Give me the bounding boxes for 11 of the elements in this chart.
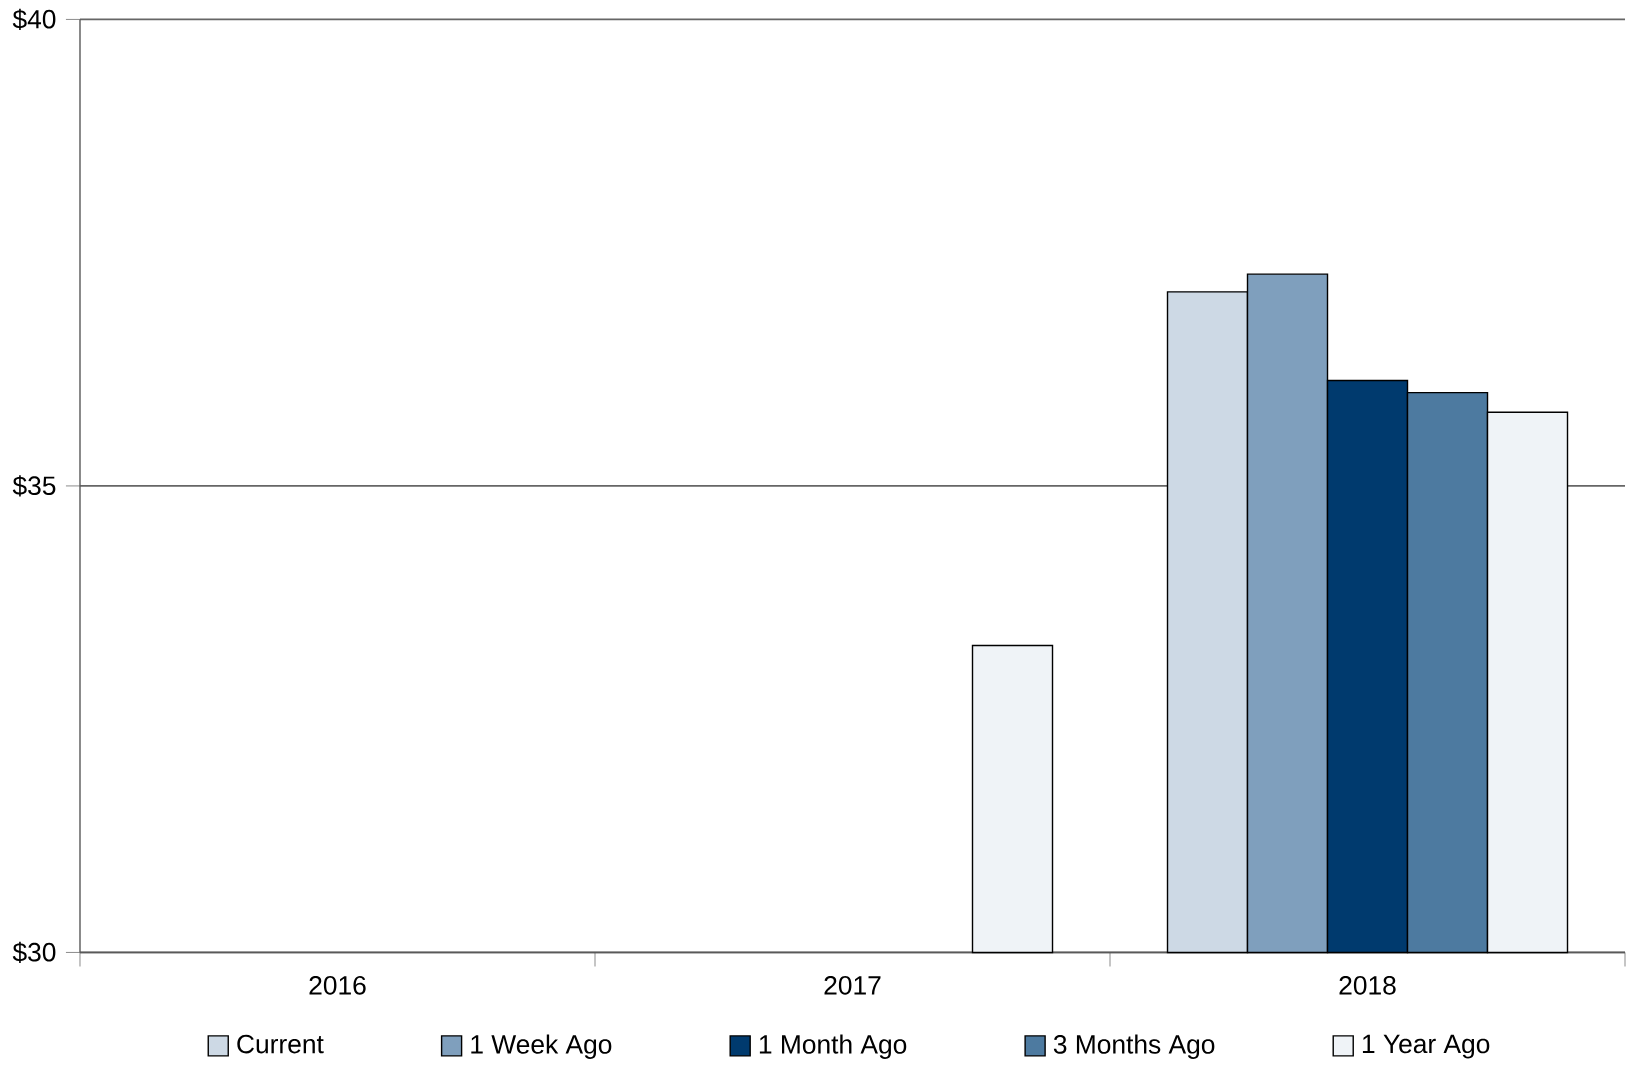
y-tick-label: $35 [12, 475, 56, 497]
legend-label: 1 Month Ago [759, 1034, 907, 1059]
legend-label: 1 Week Ago [471, 1034, 612, 1059]
y-tick-label: $40 [12, 8, 56, 30]
x-tick-label: 2017 [824, 975, 881, 995]
legend-label: 1 Year Ago [1362, 1034, 1490, 1059]
legend-label: Current [237, 1034, 324, 1054]
y-tick-label: $30 [12, 941, 56, 963]
x-tick-label: 2016 [309, 975, 366, 995]
legend-label: 3 Months Ago [1053, 1034, 1215, 1059]
x-tick-label: 2018 [1339, 975, 1396, 995]
